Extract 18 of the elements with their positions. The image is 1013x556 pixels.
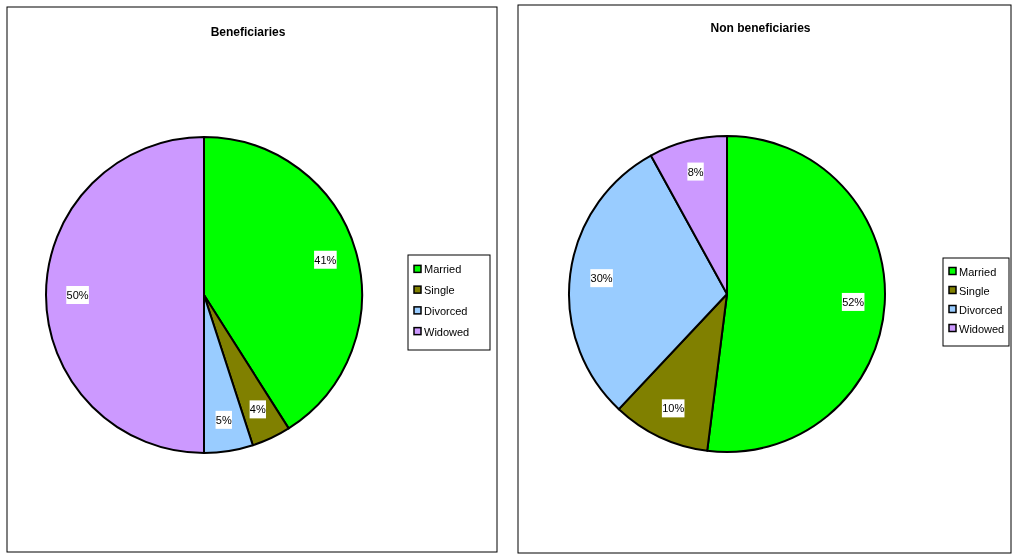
legend-label: Single bbox=[424, 284, 455, 297]
data-label: 41% bbox=[314, 253, 337, 266]
data-label: 50% bbox=[66, 289, 89, 301]
data-label: 4% bbox=[249, 403, 266, 416]
data-label: 10% bbox=[662, 402, 685, 415]
data-label: 30% bbox=[590, 272, 613, 285]
legend-label: Married bbox=[959, 265, 997, 278]
data-label: 8% bbox=[687, 165, 704, 178]
legend-label: Single bbox=[959, 284, 990, 297]
legend-label: Divorced bbox=[424, 304, 468, 317]
legend-label: Widowed bbox=[959, 322, 1005, 335]
chart-title: Non beneficiaries bbox=[710, 21, 811, 36]
legend-label: Married bbox=[424, 263, 462, 276]
data-label: 5% bbox=[215, 413, 232, 426]
legend-label: Divorced bbox=[959, 303, 1003, 316]
data-label: 52% bbox=[842, 295, 865, 308]
chart-title: Beneficiaries bbox=[210, 25, 286, 40]
legend-label: Widowed bbox=[424, 325, 470, 338]
